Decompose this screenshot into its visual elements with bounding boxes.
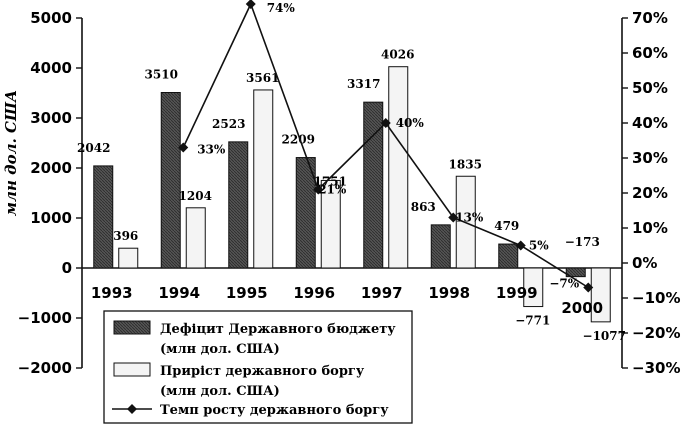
bar-deficit-1995 xyxy=(228,141,249,269)
left-tick-label: −2000 xyxy=(18,359,72,377)
bar-debt-growth-2000 xyxy=(590,267,611,323)
category-label: 1999 xyxy=(496,284,538,302)
right-tick-label: 60% xyxy=(632,44,668,62)
bar-debt-growth-1999 xyxy=(523,267,544,308)
data-label-growth-rate: 13% xyxy=(455,211,484,225)
category-label: 2000 xyxy=(561,299,603,317)
data-label-debt-growth: 1835 xyxy=(449,157,482,171)
data-label-debt-growth: −1077 xyxy=(583,329,626,343)
left-tick-label: 4000 xyxy=(30,59,72,77)
right-tick-label: 10% xyxy=(632,219,668,237)
bar-deficit-1998 xyxy=(430,224,451,269)
right-tick-label: 0% xyxy=(632,254,657,272)
category-label: 1996 xyxy=(293,284,335,302)
data-label-growth-rate: 33% xyxy=(197,143,226,157)
legend-swatch-deficit xyxy=(113,320,151,335)
growth-rate-marker xyxy=(380,118,391,128)
legend-box xyxy=(103,310,413,424)
left-tick-label: 1000 xyxy=(30,209,72,227)
growth-rate-marker xyxy=(313,184,324,195)
data-label-debt-growth: 4026 xyxy=(381,48,414,62)
left-tick-label: 2000 xyxy=(30,159,72,177)
left-tick-label: −1000 xyxy=(18,309,72,327)
legend-label-deficit-unit: (млн дол. США) xyxy=(160,342,280,357)
legend-swatch-debt-growth xyxy=(113,362,151,377)
data-label-debt-growth: 1204 xyxy=(179,189,212,203)
data-label-deficit: 2523 xyxy=(212,117,245,131)
bar-deficit-2000 xyxy=(565,267,586,278)
right-tick-label: 70% xyxy=(632,9,668,27)
data-label-deficit: 3317 xyxy=(347,77,380,91)
category-label: 1994 xyxy=(158,284,200,302)
data-label-deficit: 863 xyxy=(411,200,436,214)
legend-label-growth-rate: Темп росту державного боргу xyxy=(160,403,389,418)
bar-debt-growth-1995 xyxy=(253,89,274,269)
growth-rate-marker xyxy=(583,282,594,293)
bar-debt-growth-1993 xyxy=(118,247,139,269)
data-label-debt-growth: −771 xyxy=(515,314,550,328)
right-tick-label: −20% xyxy=(632,324,680,342)
legend-label-deficit: Дефіцит Державного бюджету xyxy=(160,322,396,337)
right-tick-label: 40% xyxy=(632,114,668,132)
growth-rate-marker xyxy=(245,0,256,9)
bar-debt-growth-1997 xyxy=(388,66,409,269)
right-tick-label: −10% xyxy=(632,289,680,307)
data-label-debt-growth: 396 xyxy=(113,229,138,243)
bar-deficit-1996 xyxy=(295,157,316,269)
bar-deficit-1993 xyxy=(93,165,114,269)
right-tick-label: 20% xyxy=(632,184,668,202)
data-label-deficit: 2209 xyxy=(282,133,315,147)
data-label-growth-rate: 40% xyxy=(396,116,425,130)
y-axis-title: млн дол. США xyxy=(2,90,20,216)
bar-debt-growth-1994 xyxy=(185,207,206,269)
category-label: 1997 xyxy=(361,284,403,302)
data-label-growth-rate: 74% xyxy=(267,1,296,15)
category-label: 1998 xyxy=(428,284,470,302)
right-tick-label: −30% xyxy=(632,359,680,377)
data-label-growth-rate: 5% xyxy=(529,239,549,253)
left-tick-label: 3000 xyxy=(30,109,72,127)
data-label-deficit: −173 xyxy=(565,235,600,249)
growth-rate-marker xyxy=(178,142,189,153)
left-tick-label: 5000 xyxy=(30,9,72,27)
growth-rate-marker xyxy=(515,240,526,251)
bar-debt-growth-1996 xyxy=(320,179,341,269)
category-label: 1993 xyxy=(91,284,133,302)
data-label-debt-growth: 3561 xyxy=(246,71,279,85)
data-label-growth-rate: −7% xyxy=(549,277,579,291)
legend-label-debt-growth: Приріст державного боргу xyxy=(160,364,365,379)
data-label-deficit: 2042 xyxy=(77,141,110,155)
right-tick-label: 30% xyxy=(632,149,668,167)
bar-deficit-1999 xyxy=(498,243,519,269)
left-tick-label: 0 xyxy=(62,259,72,277)
right-tick-label: 50% xyxy=(632,79,668,97)
legend-marker-growth-rate xyxy=(127,404,137,414)
data-label-growth-rate: 21% xyxy=(318,183,347,197)
bar-deficit-1997 xyxy=(363,101,384,269)
bar-deficit-1994 xyxy=(160,92,181,269)
legend-label-debt-growth-unit: (млн дол. США) xyxy=(160,384,280,399)
growth-rate-marker xyxy=(448,212,459,223)
data-label-deficit: 479 xyxy=(494,219,519,233)
category-label: 1995 xyxy=(226,284,268,302)
data-label-deficit: 3510 xyxy=(145,68,178,82)
